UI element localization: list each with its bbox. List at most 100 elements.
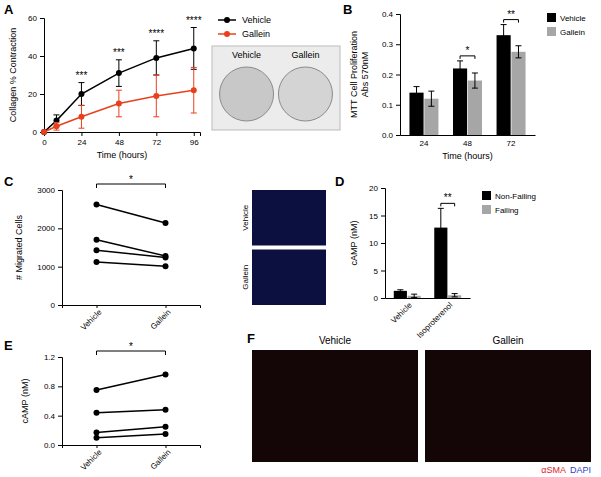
tick-mark [58, 267, 62, 268]
error-bar [452, 294, 458, 297]
plot-area [94, 372, 169, 441]
tick-mark [381, 298, 385, 299]
tick: 10 [369, 239, 385, 248]
tick-label: 0 [33, 128, 38, 137]
axis-line [401, 135, 536, 136]
axis-line [40, 19, 45, 133]
tick-mark [58, 416, 62, 417]
y-axis-title-line: Collagen % Contraction [8, 28, 18, 123]
error-bar [78, 105, 84, 128]
tick-mark [396, 14, 400, 15]
stain-legend: αSMA [541, 465, 566, 475]
panel-title: C [4, 174, 14, 189]
tick-mark [58, 305, 62, 306]
significance-label: *** [113, 47, 125, 58]
tick: 0.8 [44, 382, 62, 391]
bar [453, 68, 467, 135]
legend-label: Gallein [242, 29, 270, 39]
legend-swatch [482, 205, 491, 214]
significance-bracket [441, 203, 455, 206]
tick-mark [58, 228, 62, 229]
legend-marker [224, 17, 230, 23]
tick: Gallein [149, 305, 173, 332]
axis-line [386, 298, 471, 299]
significance-bracket [460, 56, 475, 59]
panel-title: B [343, 2, 352, 17]
plot-area [94, 202, 169, 270]
photo [252, 250, 326, 306]
tick-mark [381, 216, 385, 217]
data-point [116, 70, 122, 76]
tick-label: 48 [463, 139, 472, 148]
tick: 3000 [37, 186, 62, 195]
panel: ACollagen % Contraction0204060024487296T… [4, 2, 340, 160]
photo-well [278, 67, 332, 121]
tick-label: 5 [374, 267, 379, 276]
data-point [53, 123, 59, 129]
series-line [97, 410, 166, 413]
panel: BMTT Cell ProliferationAbs 570nM0.00.10.… [343, 2, 586, 161]
tick-label: 0.3 [382, 40, 394, 49]
tick-label: 0.8 [44, 382, 56, 391]
tick: 20 [28, 90, 44, 99]
photo [252, 190, 326, 246]
tick-mark [396, 44, 400, 45]
data-point [191, 45, 197, 51]
series-line [97, 427, 166, 433]
data-point [191, 87, 197, 93]
x-axis: 244872 [401, 135, 536, 148]
y-axis-title-line: cAMP (nM) [20, 379, 30, 424]
tick: Gallein [149, 445, 173, 472]
axis-line [381, 189, 386, 299]
data-point [94, 410, 100, 416]
y-axis-title-line: Abs 570nM [360, 52, 370, 98]
tick: 0 [374, 294, 385, 303]
data-point [94, 387, 100, 393]
tick-mark [40, 94, 44, 95]
tick-label: 2000 [37, 224, 55, 233]
tick: 0.3 [382, 40, 400, 49]
series-line [44, 90, 194, 132]
tick-label: Vehicle [79, 447, 104, 472]
data-point [94, 430, 100, 436]
error-bar [191, 28, 197, 70]
photo-label: Gallein [291, 50, 319, 60]
tick: 0.0 [44, 441, 62, 450]
tick: 48 [115, 132, 124, 147]
bar [511, 52, 525, 135]
tick-label: 1000 [37, 263, 55, 272]
x-axis: Vehicle Gallein [63, 445, 201, 472]
tick-label: 24 [77, 138, 86, 147]
error-bar [414, 87, 420, 99]
tick-mark [396, 105, 400, 106]
data-point [78, 114, 84, 120]
data-point [94, 202, 100, 208]
data-point [78, 91, 84, 97]
data-point [41, 129, 47, 135]
tick-mark [381, 271, 385, 272]
tick-label: 48 [115, 138, 124, 147]
error-bar [472, 73, 478, 88]
y-axis-title: cAMP (nM) [20, 379, 30, 424]
legend-label: Vehicle [560, 14, 586, 23]
tick-mark [119, 132, 120, 136]
tick-mark [396, 75, 400, 76]
data-point [153, 55, 159, 61]
significance-label: ** [507, 9, 515, 20]
panel-title: D [335, 174, 344, 189]
tick-mark [381, 188, 385, 189]
tick-label: 0 [51, 301, 56, 310]
tick-label: 0.1 [382, 101, 394, 110]
panel-title: E [4, 338, 13, 353]
tick-label: 0.4 [382, 10, 394, 19]
error-bar [153, 41, 159, 75]
tick-mark [40, 18, 44, 19]
tick-label: 20 [28, 90, 37, 99]
series-line [97, 262, 166, 266]
tick-mark [194, 132, 195, 136]
tick-mark [40, 56, 44, 57]
error-bar [78, 83, 84, 106]
error-bar [191, 67, 197, 113]
x-axis-title: Time (hours) [442, 151, 493, 161]
y-axis-title: cAMP (nM) [349, 221, 359, 266]
